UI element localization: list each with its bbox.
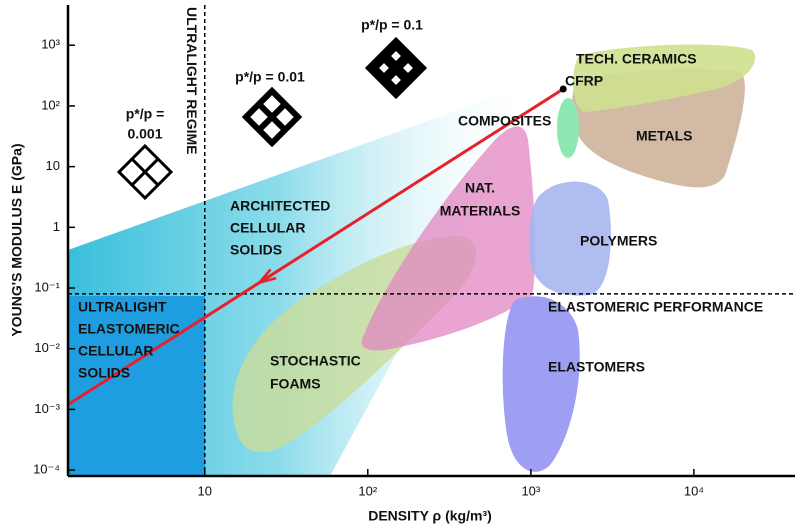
x-tick-label: 10² [358,483,377,498]
region-label: SOLIDS [78,365,130,381]
x-tick-label: 10³ [521,483,540,498]
x-tick-label: 10⁴ [684,483,704,498]
x-tick-label: 10 [198,483,212,498]
region-label: ULTRALIGHT [78,299,167,315]
y-tick-label: 1 [53,219,60,234]
y-tick-label: 10³ [41,37,60,52]
elastomeric-label: ELASTOMERIC PERFORMANCE [548,299,763,315]
density-label: p*/p = [126,106,165,122]
lattice-icons [116,36,428,201]
regions [68,44,756,476]
ultralight-label: ULTRALIGHT REGIME [184,7,200,155]
region-label: ARCHITECTED [230,198,330,214]
y-tick-label: 10⁻⁴ [33,462,60,477]
region-label: SOLIDS [230,242,282,258]
y-tick-label: 10⁻² [34,340,60,355]
region-label: POLYMERS [580,233,657,249]
scaling-line [67,87,565,406]
region-label: ELASTOMERIC [78,321,180,337]
elastomers-region [502,296,580,472]
line-arrow [258,268,277,284]
region-label: NAT. [465,180,495,196]
polymers-region [529,181,611,296]
y-tick-label: 10 [46,158,60,173]
x-axis-label: DENSITY ρ (kg/m³) [368,508,492,524]
region-label: CFRP [565,73,603,89]
cfrp-region [557,98,579,158]
region-label: TECH. CERAMICS [576,51,697,67]
region-label: STOCHASTIC [270,353,361,369]
density-label: 0.001 [127,126,162,142]
labels: p*/p = 0.001 p*/p = 0.01 p*/p = 0.1 TECH… [9,7,697,524]
region-label: CELLULAR [78,343,153,359]
y-tick-label: 10⁻¹ [34,279,60,294]
y-tick-label: 10² [41,97,60,112]
region-label: FOAMS [270,376,321,392]
region-label: CELLULAR [230,220,305,236]
region-label: ELASTOMERS [548,359,645,375]
lattice-icon [116,143,174,201]
density-label: p*/p = 0.01 [235,69,305,85]
ultralight-elastomeric-region [68,296,205,476]
region-label: METALS [636,128,693,144]
lattice-icon [364,36,428,100]
tech-ceramics-region [573,44,756,112]
region-label: MATERIALS [440,203,521,219]
region-label: COMPOSITES [458,113,551,129]
y-axis-label: YOUNG'S MODULUS E (GPa) [9,143,25,336]
lattice-icon [241,86,303,148]
y-tick-label: 10⁻³ [34,401,60,416]
density-label: p*/p = 0.1 [361,17,423,33]
line-endpoint [559,85,567,93]
